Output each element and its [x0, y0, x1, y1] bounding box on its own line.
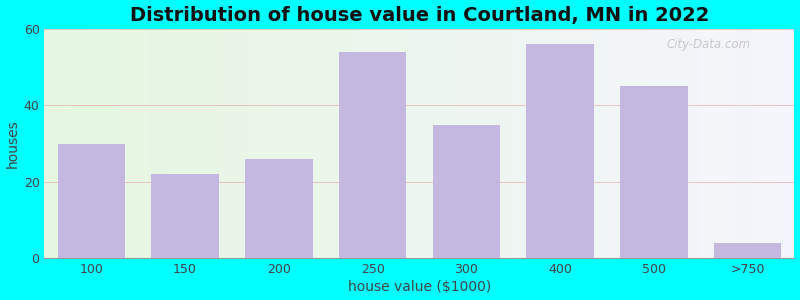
Bar [339, 52, 406, 258]
Title: Distribution of house value in Courtland, MN in 2022: Distribution of house value in Courtland… [130, 6, 709, 25]
Text: City-Data.com: City-Data.com [667, 38, 751, 51]
Bar [620, 86, 687, 258]
X-axis label: house value ($1000): house value ($1000) [348, 280, 491, 294]
Bar [714, 243, 782, 258]
Bar [245, 159, 313, 258]
Bar [151, 174, 219, 258]
Bar [58, 144, 125, 258]
Bar [526, 44, 594, 258]
Y-axis label: houses: houses [6, 119, 19, 168]
Bar [433, 124, 500, 258]
